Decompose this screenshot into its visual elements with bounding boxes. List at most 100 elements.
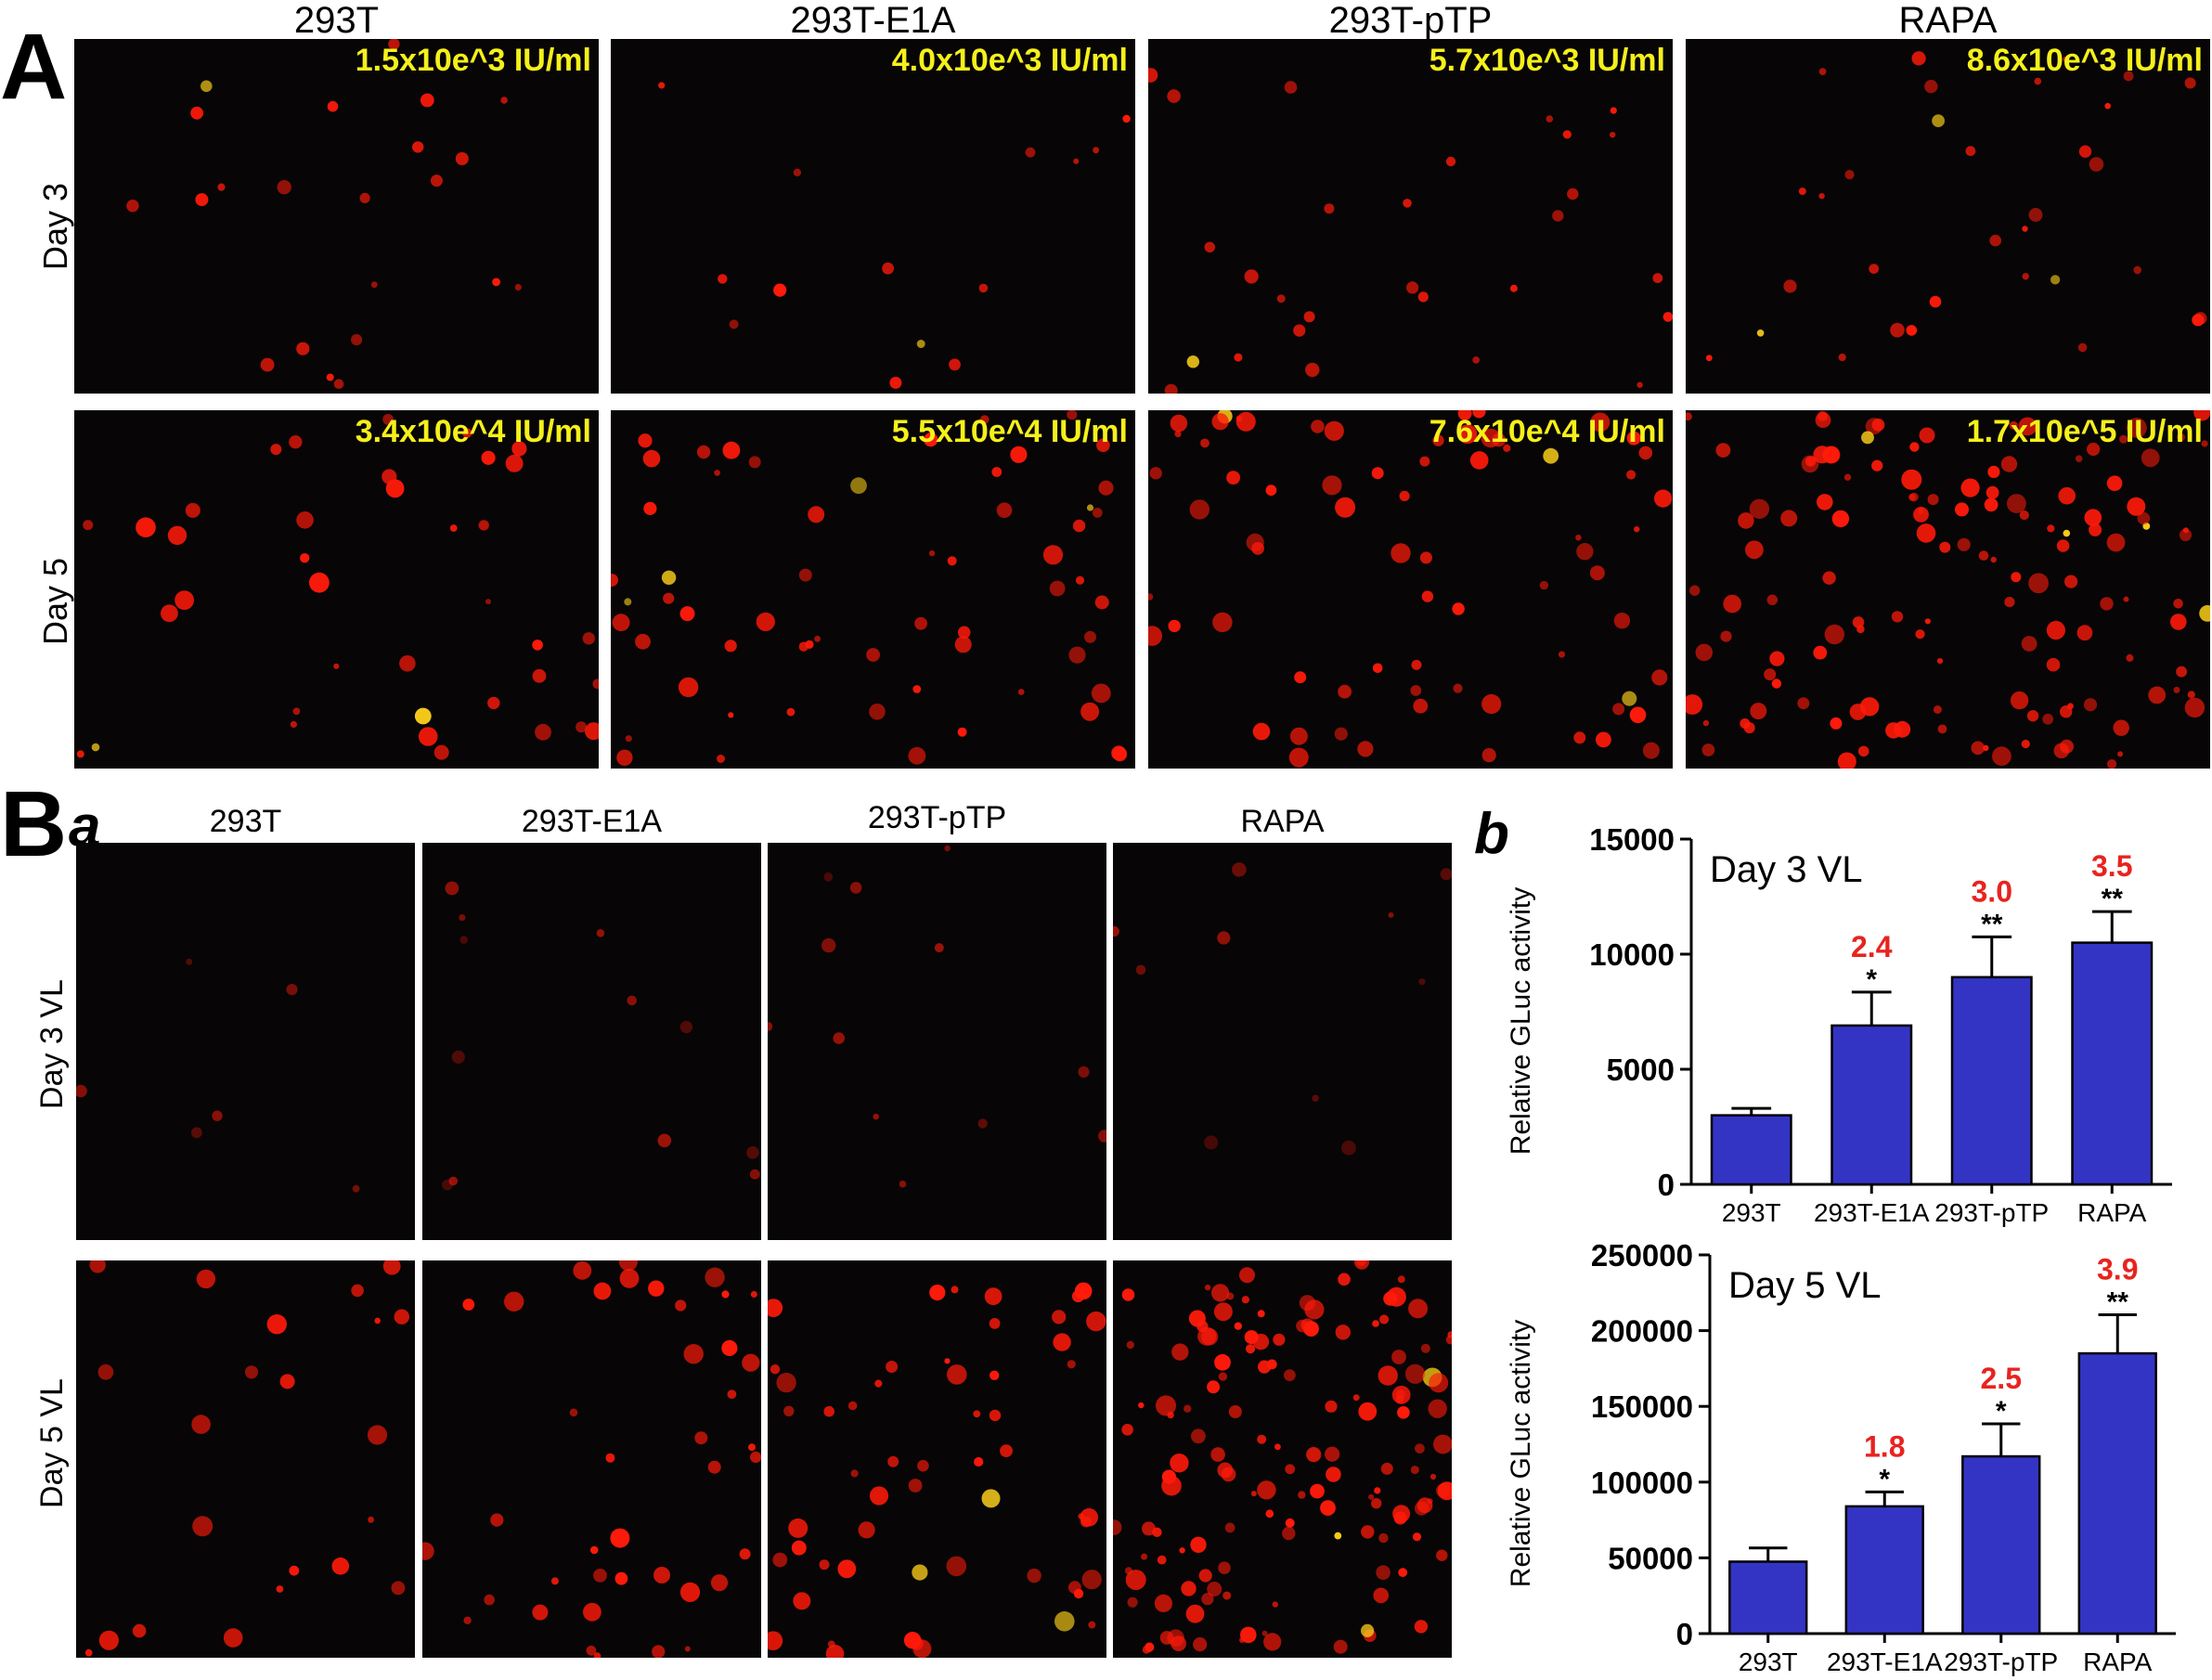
cell-field (126, 39, 522, 390)
fluorescent-cell (1325, 1400, 1338, 1413)
fluorescent-cell (776, 1372, 796, 1393)
fluorescent-cell (1440, 868, 1452, 881)
fluorescent-cell (593, 1569, 607, 1583)
fluorescent-cell (710, 1574, 729, 1592)
fluorescent-cell (136, 517, 156, 537)
y-axis-label: Relative GLuc activity (1506, 887, 1536, 1155)
fluorescent-cell (722, 441, 741, 459)
panel-b-sub-b-letter: b (1474, 802, 1509, 866)
fluorescent-cell (1740, 718, 1751, 729)
fluorescent-cell (984, 1287, 1003, 1306)
micrograph-a-day3-293t: 1.5x10e^3 IU/ml (74, 39, 599, 394)
fluorescent-cell (727, 1389, 737, 1400)
micrograph-ba-day5-293t-e1a (422, 1260, 761, 1658)
fluorescent-cell (614, 1571, 628, 1585)
chart-title: Day 3 VL (1710, 849, 1863, 890)
fluorescent-cell (1352, 1394, 1360, 1402)
fluorescent-cell (1161, 1475, 1182, 1496)
fluorescent-cell (1361, 1623, 1375, 1637)
cell-field (422, 1260, 761, 1658)
fluorescent-cell (1235, 411, 1256, 432)
micrograph-ba-day5-293t-ptp (768, 1260, 1106, 1658)
fluorescent-cell (593, 1652, 602, 1658)
fluorescent-cell (1388, 911, 1394, 918)
fluorescent-cell (1417, 291, 1429, 303)
panel-a-row-day3: Day 3 (36, 182, 74, 271)
fluorescent-cell (1201, 1593, 1214, 1606)
fluorescent-cell (462, 1299, 475, 1311)
fluorescent-cell (946, 1556, 967, 1577)
fluorescent-cell (1818, 193, 1825, 200)
micrograph-a-day5-293t-e1a: 5.5x10e^4 IU/ml (611, 410, 1135, 769)
fluorescent-cell (1702, 719, 1710, 727)
fluorescent-cell (1338, 1273, 1351, 1286)
fluorescent-cell (989, 1409, 1002, 1422)
fluorescent-cell (886, 1361, 899, 1373)
fluorescent-cell (448, 1176, 459, 1186)
fluorescent-cell (1481, 748, 1496, 763)
fluorescent-cell (1844, 170, 1855, 180)
fluorescent-cell (1978, 550, 1989, 561)
fluorescent-cell (724, 640, 737, 653)
fluorescent-cell (1780, 510, 1798, 527)
x-tick-label: RAPA (2077, 1198, 2146, 1227)
fluorescent-cell (717, 755, 725, 763)
fluorescent-cell (1200, 438, 1209, 448)
fluorescent-cell (1654, 489, 1673, 508)
fluorescent-cell (196, 1269, 216, 1289)
fluorescent-cell (1075, 575, 1085, 585)
fluorescent-cell (2127, 497, 2146, 516)
fluorescent-cell (1113, 925, 1119, 937)
fluorescent-cell (1567, 187, 1579, 200)
panel-ba-row-day3-vl: Day 3 VL (34, 979, 70, 1109)
fluorescent-cell (1197, 1320, 1209, 1333)
fluorescent-cell (788, 1518, 808, 1538)
fluorescent-cell (223, 1628, 243, 1648)
fluorescent-cell (1987, 465, 2000, 478)
fluorescent-cell (1204, 1135, 1219, 1150)
fluorescent-cell (2022, 226, 2028, 232)
fluorescent-cell (981, 1489, 1001, 1508)
fluorescent-cell (2010, 691, 2029, 710)
fluorescent-cell (2123, 71, 2134, 82)
fluorescent-cell (1189, 499, 1209, 520)
panel-a-col-293t-e1a: 293T-E1A (790, 0, 956, 41)
fluorescent-cell (770, 1364, 781, 1375)
fluorescent-cell (821, 937, 836, 953)
fluorescent-cell (1379, 1314, 1390, 1325)
y-tick-label: 10000 (1589, 937, 1675, 972)
fluorescent-cell (1234, 353, 1243, 362)
fluorescent-cell (990, 1370, 1000, 1380)
fluorescent-cell (1086, 1311, 1106, 1332)
fluorescent-cell (858, 1521, 875, 1539)
fluorescent-cell (718, 274, 728, 284)
fluorescent-cell (1613, 613, 1631, 629)
fluorescent-cell (212, 1110, 223, 1121)
y-tick-label: 0 (1676, 1617, 1693, 1651)
fluorescent-cell (412, 141, 424, 153)
fluorescent-cell (2187, 691, 2195, 699)
fluorescent-cell (2137, 511, 2151, 525)
fluorescent-cell (2106, 475, 2123, 491)
fluorescent-cell (1113, 1519, 1122, 1535)
fluorescent-cell (1184, 1404, 1192, 1413)
fluorescent-cell (1282, 1526, 1296, 1541)
cell-field (1705, 51, 2207, 362)
fluorescent-cell (1371, 467, 1384, 480)
fluorescent-cell (1232, 862, 1247, 877)
panel-ba-col-rapa: RAPA (1240, 804, 1325, 839)
fluorescent-cell (1098, 1130, 1106, 1143)
fluorescent-cell (2046, 657, 2061, 672)
fluorescent-cell (1831, 510, 1850, 528)
micrograph-ba-day3-293t (76, 843, 415, 1240)
fluorescent-cell (1391, 543, 1411, 563)
fluorescent-cell (1927, 494, 1939, 506)
fluorescent-cell (1634, 526, 1640, 533)
fluorescent-cell (1078, 1066, 1090, 1078)
fluorescent-cell (505, 454, 524, 472)
fluorescent-cell (445, 881, 459, 896)
fluorescent-cell (1965, 146, 1976, 157)
fluorescent-cell (391, 1581, 406, 1596)
fluorescent-cell (653, 1567, 670, 1583)
fluorescent-cell (912, 685, 922, 693)
